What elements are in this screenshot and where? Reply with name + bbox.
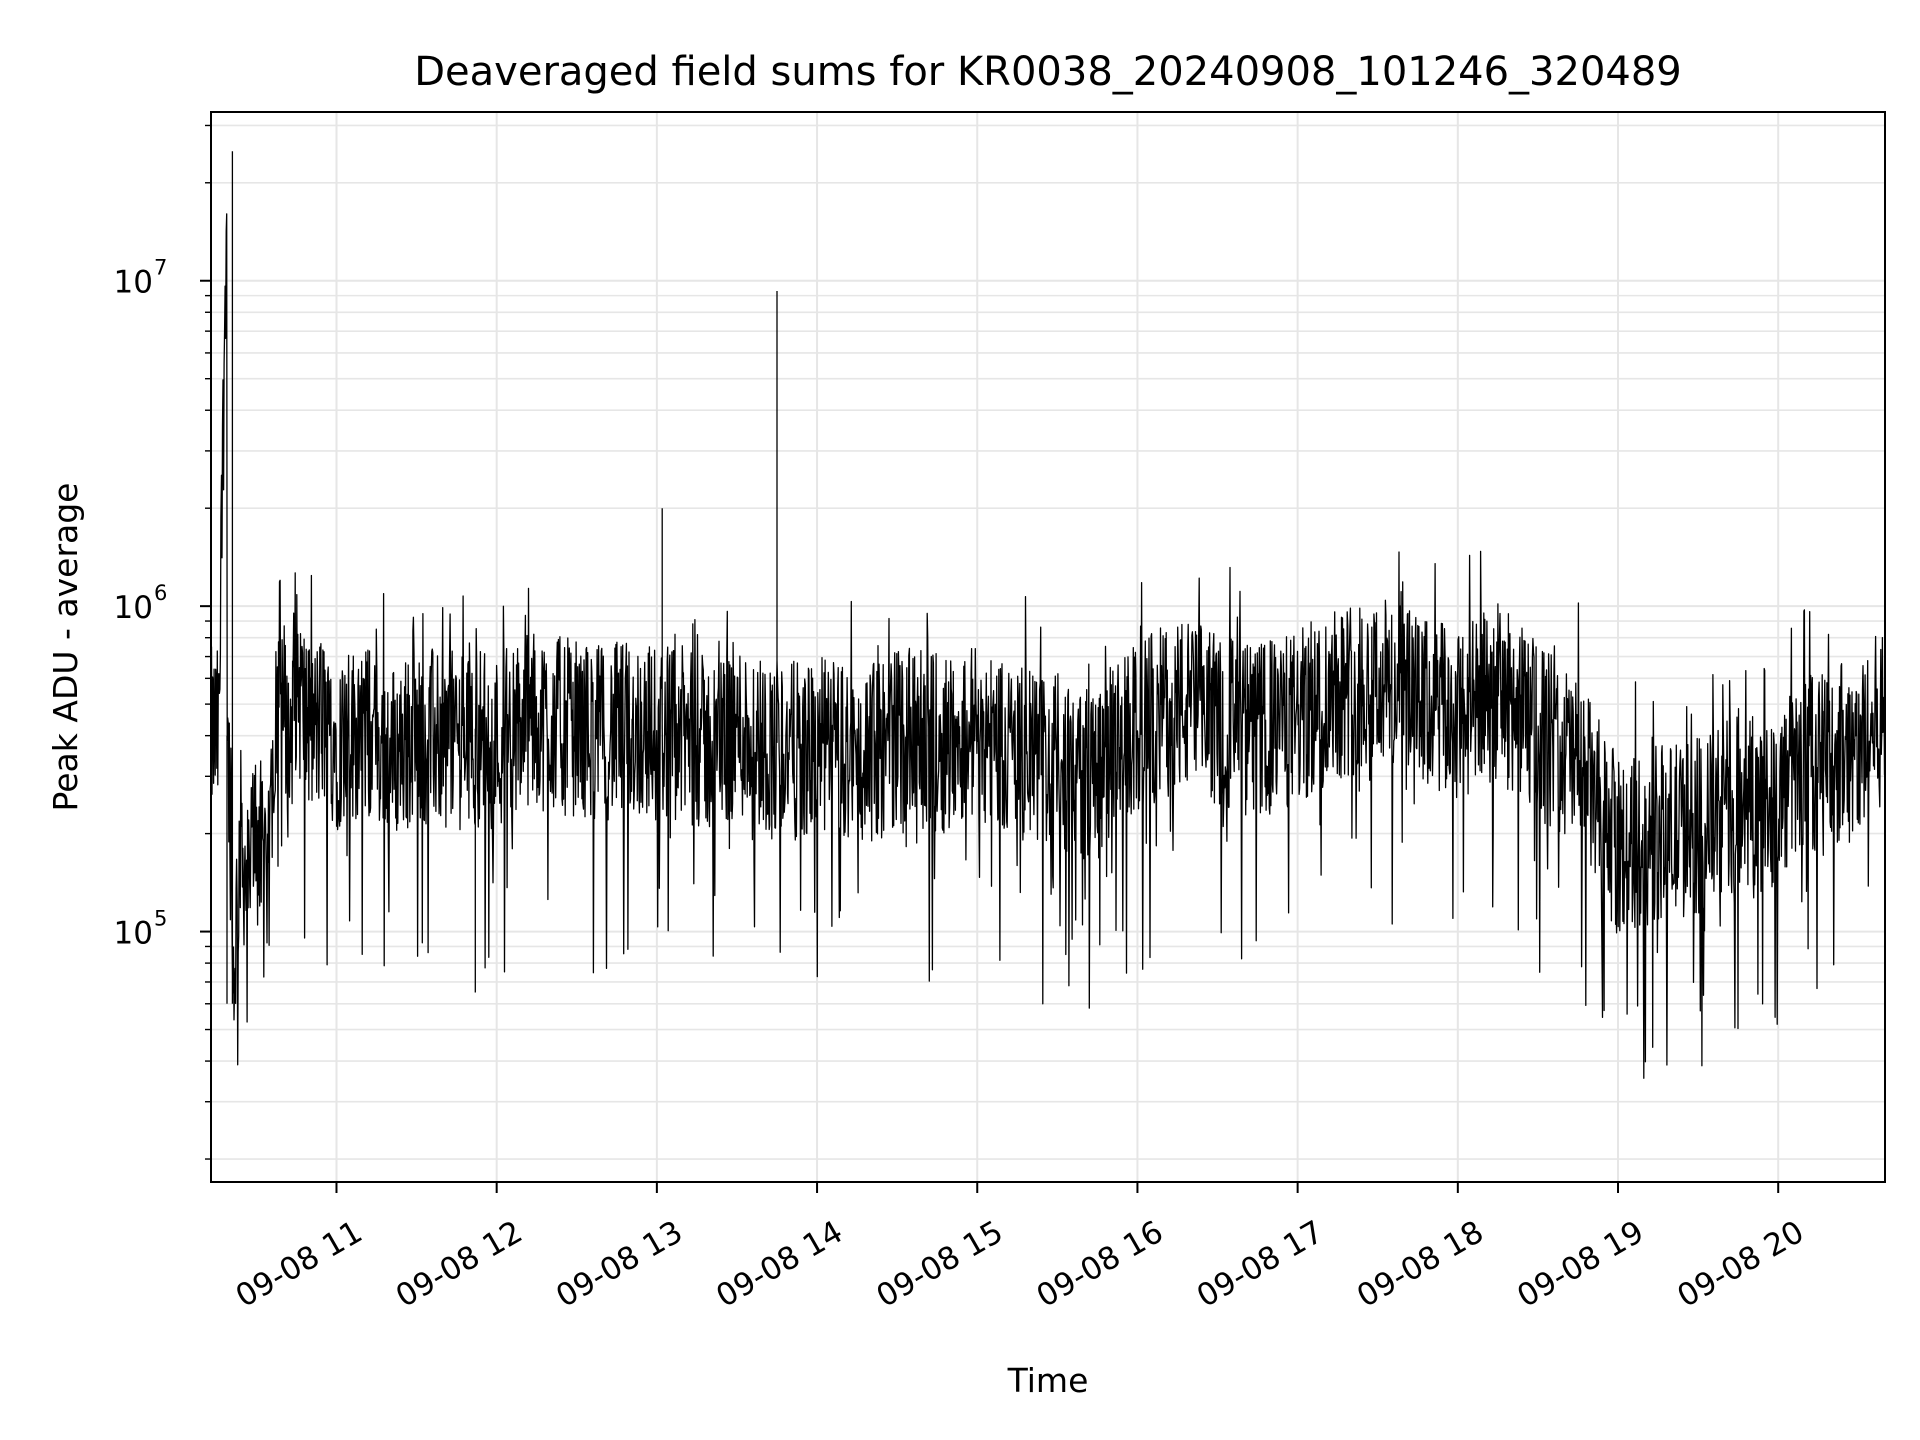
x-tick-label: 09-08 13	[550, 1214, 689, 1315]
x-tick-label: 09-08 16	[1031, 1214, 1170, 1315]
x-tick-label: 09-08 12	[390, 1214, 529, 1315]
x-tick-label: 09-08 15	[870, 1214, 1009, 1315]
data-series	[210, 151, 1886, 1128]
y-tick-label: 10	[114, 590, 153, 626]
y-tick-exponent: 6	[154, 581, 167, 605]
y-tick-exponent: 7	[154, 256, 167, 280]
chart-title: Deaveraged field sums for KR0038_2024090…	[414, 49, 1682, 95]
series-line	[210, 151, 1886, 1128]
x-tick-label: 09-08 19	[1511, 1214, 1650, 1315]
y-tick-exponent: 5	[154, 907, 167, 931]
y-tick-label: 10	[114, 265, 153, 301]
x-axis: 09-08 11 09-08 12 09-08 13 09-08 14 09-08 15…	[230, 1182, 1810, 1315]
x-tick-label: 09-08 18	[1351, 1214, 1490, 1315]
x-axis-label: Time	[1007, 1361, 1089, 1400]
y-tick-label: 10	[114, 916, 153, 952]
x-tick-label: 09-08 20	[1671, 1214, 1810, 1315]
x-tick-label: 09-08 14	[710, 1214, 849, 1315]
x-tick-label: 09-08 11	[230, 1214, 369, 1315]
plot-frame	[210, 111, 1886, 1183]
grid-lines	[211, 112, 1885, 1182]
x-tick-label: 09-08 17	[1191, 1214, 1330, 1315]
y-axis-label: Peak ADU - average	[46, 483, 85, 812]
